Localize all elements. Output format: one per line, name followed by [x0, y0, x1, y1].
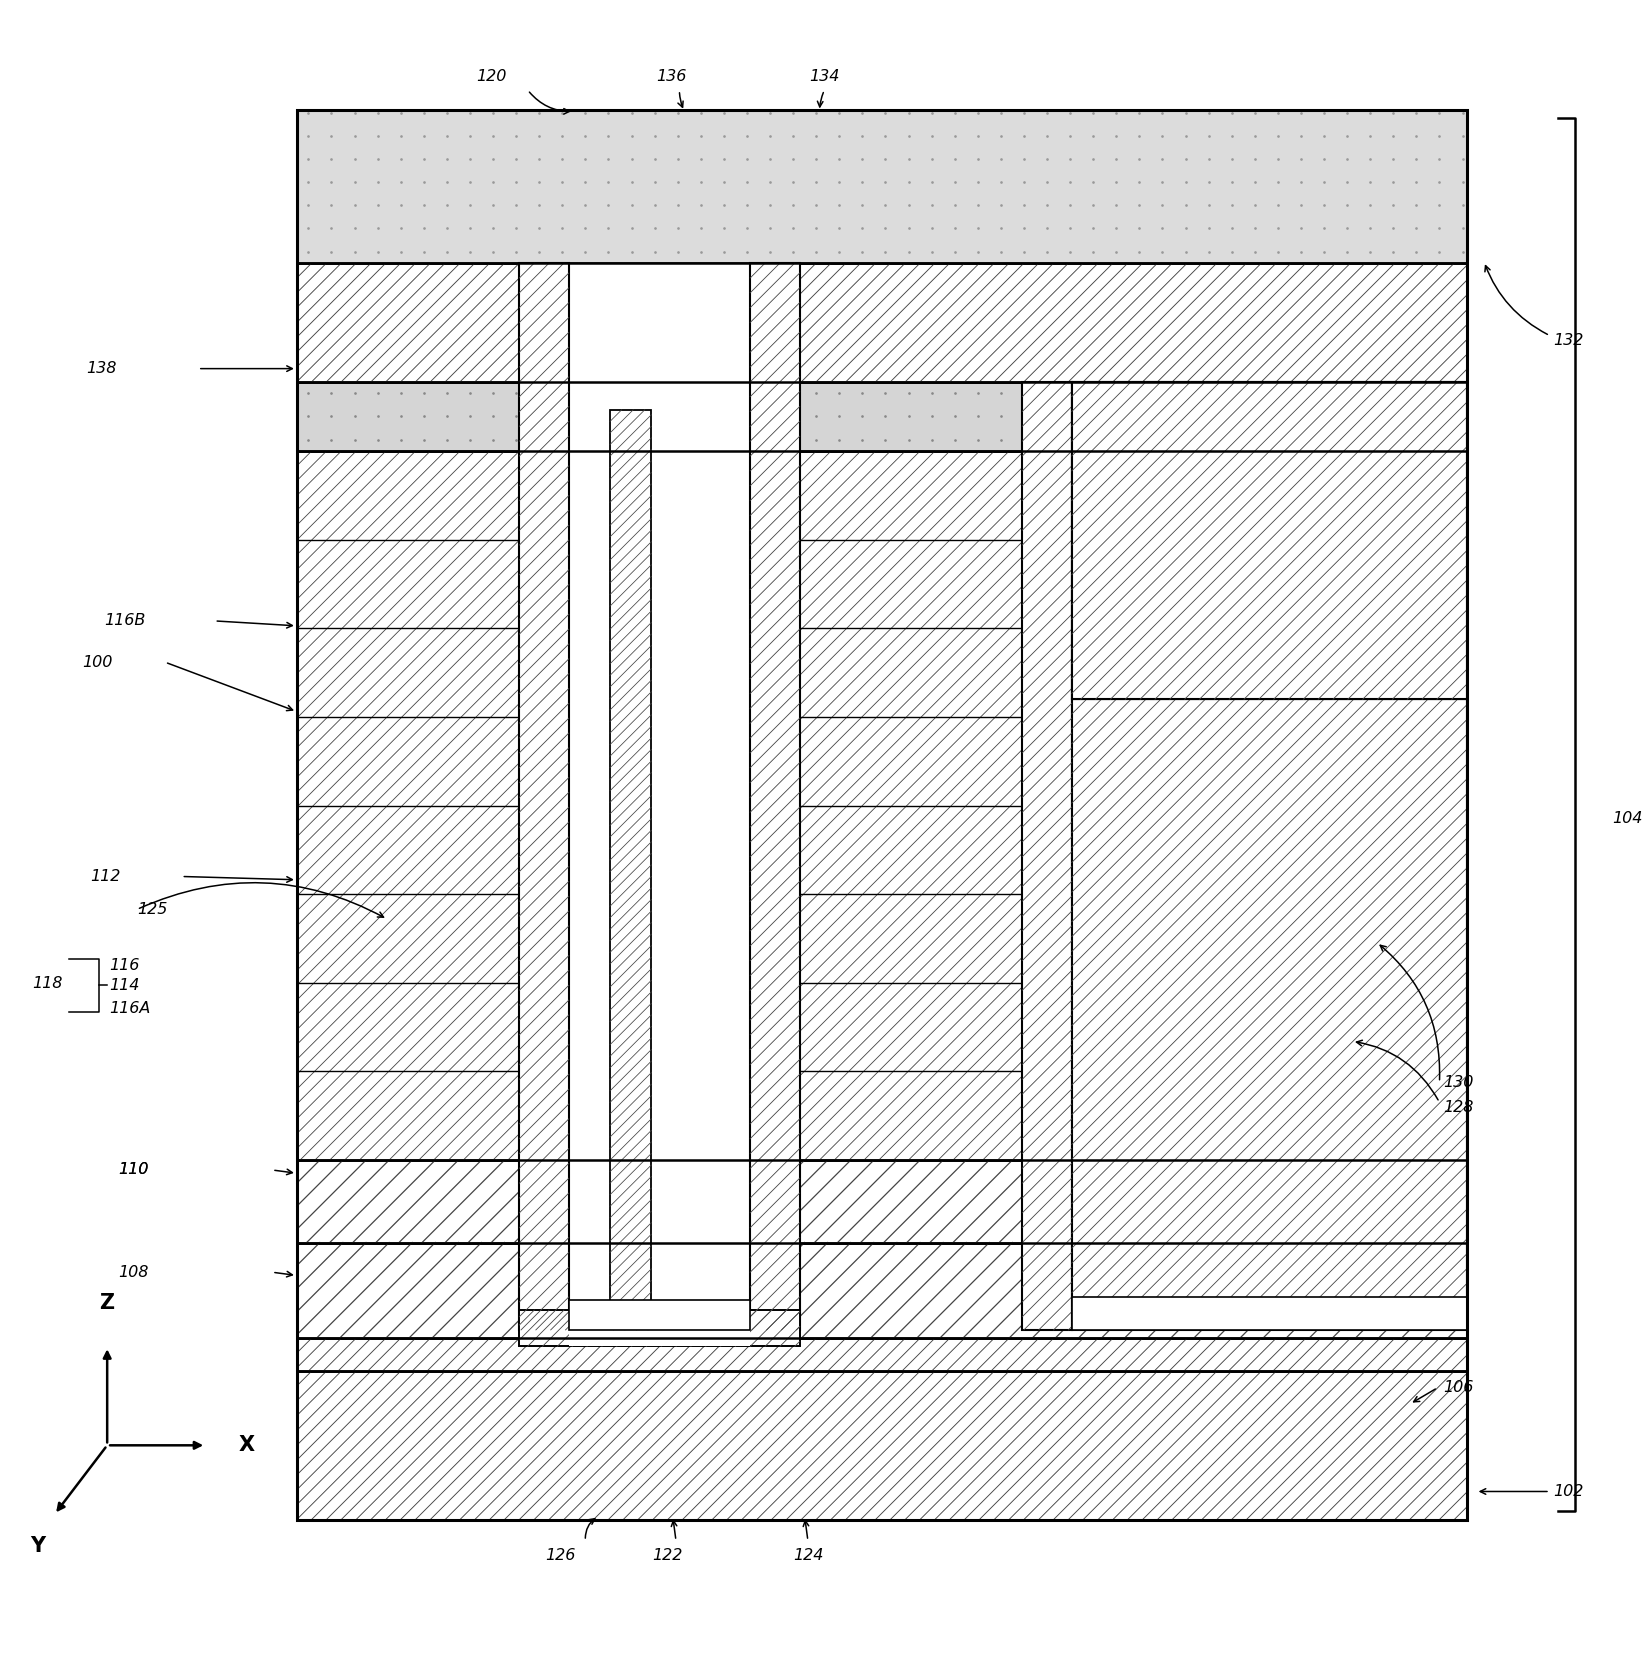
Bar [1071, 382, 1467, 700]
Bar [297, 382, 1467, 452]
Text: 138: 138 [86, 361, 115, 375]
Bar [519, 1310, 799, 1346]
Bar [610, 410, 651, 1330]
Bar [569, 1300, 750, 1330]
Text: 104: 104 [1612, 810, 1641, 827]
Text: Z: Z [99, 1293, 115, 1313]
Text: 114: 114 [109, 978, 138, 992]
Text: 116B: 116B [104, 614, 145, 629]
Text: 126: 126 [545, 1548, 575, 1563]
Text: 110: 110 [119, 1163, 148, 1178]
Bar [297, 1159, 1467, 1242]
Bar [569, 263, 750, 1330]
Bar [1071, 382, 1467, 1330]
Text: 106: 106 [1442, 1379, 1472, 1394]
Text: 122: 122 [653, 1548, 682, 1563]
Text: 116: 116 [109, 958, 138, 973]
Text: 112: 112 [91, 868, 120, 883]
Bar [297, 263, 1467, 382]
Bar [297, 1242, 1467, 1338]
Text: 116A: 116A [109, 1001, 150, 1016]
Bar [569, 1310, 750, 1346]
Text: 124: 124 [793, 1548, 822, 1563]
Text: X: X [239, 1436, 255, 1456]
Text: 118: 118 [33, 976, 63, 991]
Bar [297, 109, 1467, 263]
Text: 108: 108 [119, 1265, 148, 1280]
Bar [519, 263, 569, 1330]
Text: 134: 134 [809, 69, 839, 84]
Bar [1071, 382, 1467, 700]
Text: 130: 130 [1442, 1075, 1472, 1090]
Bar [1071, 1297, 1467, 1330]
Bar [297, 109, 1467, 1520]
Text: 136: 136 [656, 69, 686, 84]
Bar [1071, 700, 1467, 1330]
Bar [297, 452, 1467, 1159]
Text: Y: Y [30, 1537, 46, 1556]
Text: 100: 100 [82, 655, 112, 670]
Bar [297, 1371, 1467, 1520]
Text: 110: 110 [119, 1163, 148, 1178]
Text: 125: 125 [137, 901, 166, 916]
Bar [1022, 382, 1071, 1330]
Text: 128: 128 [1442, 1100, 1472, 1115]
Text: 102: 102 [1552, 1484, 1582, 1499]
Bar [750, 263, 799, 1330]
Bar [297, 1338, 1467, 1371]
Text: 120: 120 [476, 69, 506, 84]
Text: 132: 132 [1552, 332, 1582, 347]
